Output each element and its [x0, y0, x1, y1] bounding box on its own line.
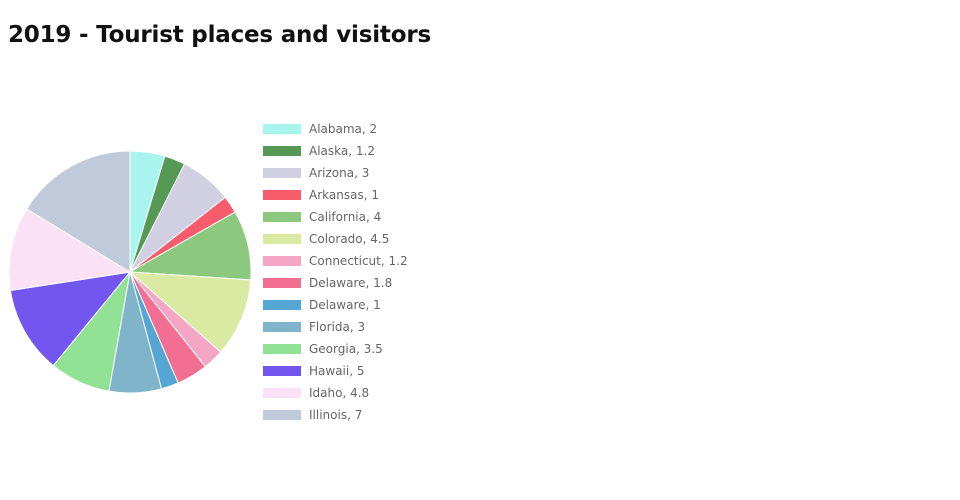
legend-swatch-12 — [263, 388, 301, 398]
legend-label-5: Colorado, 4.5 — [309, 232, 389, 246]
legend-item-10[interactable]: Georgia, 3.5 — [263, 342, 383, 356]
legend-item-0[interactable]: Alabama, 2 — [263, 122, 377, 136]
legend-item-1[interactable]: Alaska, 1.2 — [263, 144, 375, 158]
legend-item-11[interactable]: Hawaii, 5 — [263, 364, 364, 378]
legend-item-3[interactable]: Arkansas, 1 — [263, 188, 379, 202]
legend-swatch-7 — [263, 278, 301, 288]
legend-swatch-5 — [263, 234, 301, 244]
legend-item-12[interactable]: Idaho, 4.8 — [263, 386, 369, 400]
legend-swatch-11 — [263, 366, 301, 376]
legend-swatch-3 — [263, 190, 301, 200]
legend-item-2[interactable]: Arizona, 3 — [263, 166, 369, 180]
legend-swatch-8 — [263, 300, 301, 310]
chart-title: 2019 - Tourist places and visitors — [8, 22, 431, 48]
legend-label-6: Connecticut, 1.2 — [309, 254, 408, 268]
legend-swatch-0 — [263, 124, 301, 134]
legend-swatch-1 — [263, 146, 301, 156]
pie-slice-13[interactable] — [26, 150, 131, 273]
legend-label-7: Delaware, 1.8 — [309, 276, 392, 290]
legend-item-4[interactable]: California, 4 — [263, 210, 381, 224]
legend-label-8: Delaware, 1 — [309, 298, 381, 312]
pie-slice-12[interactable] — [8, 208, 132, 292]
legend-item-6[interactable]: Connecticut, 1.2 — [263, 254, 408, 268]
legend-item-7[interactable]: Delaware, 1.8 — [263, 276, 392, 290]
legend-label-2: Arizona, 3 — [309, 166, 369, 180]
legend-label-0: Alabama, 2 — [309, 122, 377, 136]
legend-label-11: Hawaii, 5 — [309, 364, 364, 378]
legend: Alabama, 2 Alaska, 1.2 Arizona, 3 Arkansas,… — [263, 122, 408, 422]
legend-swatch-2 — [263, 168, 301, 178]
pie-slices — [8, 150, 252, 394]
legend-label-9: Florida, 3 — [309, 320, 365, 334]
legend-swatch-13 — [263, 410, 301, 420]
legend-item-8[interactable]: Delaware, 1 — [263, 298, 381, 312]
legend-label-4: California, 4 — [309, 210, 381, 224]
legend-label-3: Arkansas, 1 — [309, 188, 379, 202]
pie-slice-11[interactable] — [9, 271, 132, 367]
pie-slice-5[interactable] — [128, 271, 252, 353]
legend-swatch-4 — [263, 212, 301, 222]
legend-label-10: Georgia, 3.5 — [309, 342, 383, 356]
legend-item-13[interactable]: Illinois, 7 — [263, 408, 362, 422]
legend-item-5[interactable]: Colorado, 4.5 — [263, 232, 389, 246]
legend-swatch-9 — [263, 322, 301, 332]
legend-label-1: Alaska, 1.2 — [309, 144, 375, 158]
legend-label-13: Illinois, 7 — [309, 408, 362, 422]
legend-item-9[interactable]: Florida, 3 — [263, 320, 365, 334]
legend-swatch-10 — [263, 344, 301, 354]
legend-label-12: Idaho, 4.8 — [309, 386, 369, 400]
legend-swatch-6 — [263, 256, 301, 266]
